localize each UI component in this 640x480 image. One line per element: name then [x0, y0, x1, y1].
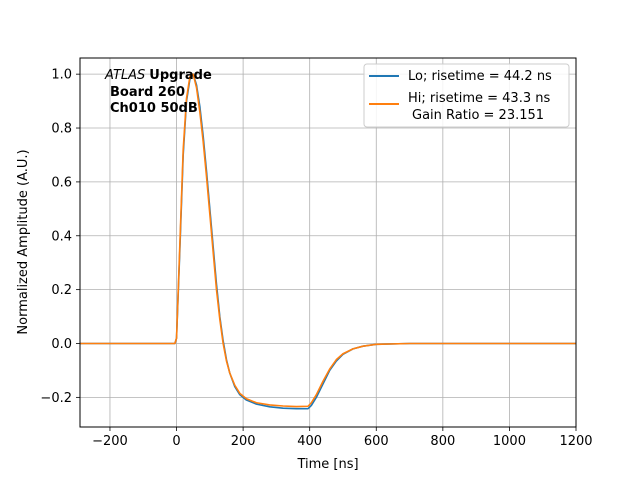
y-tick-label: 0.0	[51, 337, 72, 352]
y-tick-label: 0.8	[51, 122, 72, 137]
y-tick-label: 1.0	[51, 68, 72, 83]
y-tick-label: 0.6	[51, 175, 72, 190]
x-tick-label: 0	[172, 434, 180, 449]
x-tick-label: 800	[430, 434, 455, 449]
legend-label-lo: Lo; risetime = 44.2 ns	[408, 69, 552, 84]
x-tick-label: 600	[364, 434, 389, 449]
x-axis-ticks: −200 0 200 400 600 800 1000 1200	[92, 427, 593, 449]
channel-label: Ch010 50dB	[110, 101, 198, 116]
y-axis-label: Normalized Amplitude (A.U.)	[16, 149, 31, 334]
y-tick-label: 0.2	[51, 283, 72, 298]
x-axis-label: Time [ns]	[296, 457, 358, 472]
legend-box	[363, 63, 570, 128]
y-axis-ticks: −0.2 0.0 0.2 0.4 0.6 0.8 1.0	[40, 68, 80, 406]
x-tick-label: 200	[231, 434, 256, 449]
x-tick-label: 1000	[493, 434, 526, 449]
x-tick-label: 1200	[559, 434, 592, 449]
upgrade-text: Upgrade	[149, 68, 212, 83]
y-tick-label: −0.2	[40, 391, 72, 406]
board-label: Board 260	[110, 85, 185, 100]
legend-label-gain-ratio: Gain Ratio = 23.151	[412, 108, 544, 123]
y-tick-label: 0.4	[51, 229, 72, 244]
x-tick-label: −200	[92, 434, 128, 449]
axes-frame	[79, 57, 577, 428]
legend: Lo; risetime = 44.2 ns Hi; risetime = 43…	[363, 63, 570, 128]
series-line-hi	[80, 73, 576, 408]
atlas-label: ATLAS Upgrade	[104, 68, 212, 83]
legend-label-hi: Hi; risetime = 43.3 ns	[408, 91, 550, 106]
plot-series	[80, 73, 576, 410]
atlas-text: ATLAS	[104, 68, 145, 83]
x-tick-label: 400	[297, 434, 322, 449]
